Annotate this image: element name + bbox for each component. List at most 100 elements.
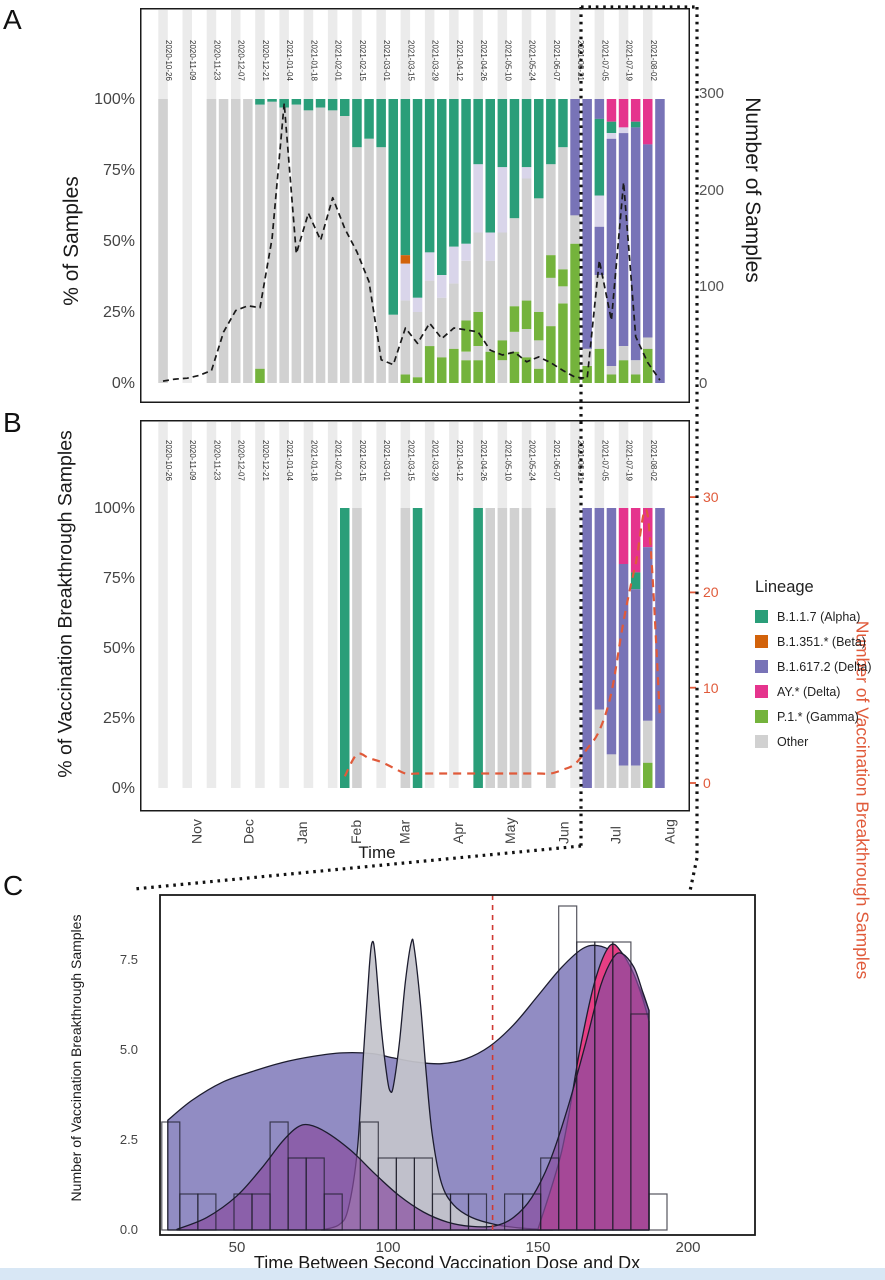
svg-text:2020-11-09: 2020-11-09 [188, 40, 197, 81]
svg-text:2021-01-18: 2021-01-18 [309, 440, 318, 481]
panel-a-y2tick-300: 300 [699, 85, 725, 102]
lineage-legend: Lineage B.1.1.7 (Alpha) B.1.351.* (Beta)… [755, 578, 883, 754]
panel-a-chart: 2020-10-26 2020-11-09 2020-11-23 2020-12-07… [140, 8, 690, 403]
svg-text:Mar: Mar [396, 820, 412, 844]
panel-a-ytick-25: 25% [102, 304, 135, 321]
panel-c-ytick-5-0: 5.0 [119, 1042, 138, 1057]
gamma-swatch-icon [755, 710, 768, 723]
svg-text:2020-12-07: 2020-12-07 [237, 40, 246, 81]
panel-b-label: B [3, 407, 22, 438]
svg-text:2021-06-21: 2021-06-21 [576, 40, 585, 81]
svg-text:2020-12-07: 2020-12-07 [237, 440, 246, 481]
svg-text:Aug: Aug [661, 819, 677, 844]
legend-item-delta: B.1.617.2 (Delta) [755, 654, 883, 679]
panel-c-chart [159, 894, 756, 1236]
svg-text:2021-02-15: 2021-02-15 [358, 440, 367, 481]
panel-b-y2tick-0: 0 [703, 775, 711, 791]
svg-text:2021-07-19: 2021-07-19 [625, 440, 634, 481]
panel-a-y-axis-title: % of Samples [60, 176, 83, 306]
ay-swatch-icon [755, 685, 768, 698]
svg-text:2021-01-04: 2021-01-04 [285, 440, 294, 481]
panel-a-ytick-100: 100% [94, 91, 135, 108]
legend-item-alpha: B.1.1.7 (Alpha) [755, 604, 883, 629]
alpha-swatch-icon [755, 610, 768, 623]
svg-text:2021-07-05: 2021-07-05 [600, 40, 609, 81]
legend-item-ay: AY.* (Delta) [755, 679, 883, 704]
panel-b-y2tick-10: 10 [703, 680, 719, 696]
svg-text:2021-05-10: 2021-05-10 [503, 440, 512, 481]
legend-item-other: Other [755, 729, 883, 754]
svg-text:2020-11-23: 2020-11-23 [213, 40, 222, 81]
panel-c-xtick-200: 200 [675, 1239, 701, 1256]
panel-b-ytick-100: 100% [94, 500, 135, 517]
svg-text:2021-05-10: 2021-05-10 [503, 40, 512, 81]
svg-text:Dec: Dec [241, 819, 257, 844]
panel-c-ytick-0-0: 0.0 [119, 1222, 138, 1237]
svg-text:Apr: Apr [450, 822, 466, 844]
svg-text:2021-08-02: 2021-08-02 [649, 440, 658, 481]
panel-c-xtick-50: 50 [228, 1239, 246, 1256]
svg-text:Nov: Nov [189, 819, 205, 844]
delta-swatch-icon [755, 660, 768, 673]
panel-b-y-axis-title: % of Vaccination Breakthrough Samples [54, 430, 77, 778]
svg-text:2021-03-15: 2021-03-15 [406, 40, 415, 81]
other-swatch-icon [755, 735, 768, 748]
panel-b-y2tick-30: 30 [703, 489, 719, 505]
panel-a-ytick-0: 0% [111, 375, 135, 392]
panel-a-y2tick-0: 0 [699, 375, 708, 392]
panel-b-ytick-75: 75% [102, 570, 135, 587]
panel-b-ytick-0: 0% [111, 780, 135, 797]
svg-text:Feb: Feb [348, 820, 364, 844]
svg-text:2020-12-21: 2020-12-21 [261, 40, 270, 81]
svg-text:2021-04-12: 2021-04-12 [455, 440, 464, 481]
svg-text:2021-02-01: 2021-02-01 [334, 40, 343, 81]
panel-b-ytick-25: 25% [102, 710, 135, 727]
panel-c-label: C [3, 870, 24, 901]
svg-text:2021-03-29: 2021-03-29 [431, 40, 440, 81]
panel-a-y2tick-100: 100 [699, 278, 725, 295]
svg-text:2021-08-02: 2021-08-02 [649, 40, 658, 81]
svg-text:2020-10-26: 2020-10-26 [164, 40, 173, 81]
svg-text:2021-02-01: 2021-02-01 [334, 440, 343, 481]
svg-text:2021-03-01: 2021-03-01 [382, 440, 391, 481]
panel-c-ytick-2-5: 2.5 [119, 1132, 138, 1147]
svg-text:May: May [502, 818, 518, 844]
svg-text:2021-03-29: 2021-03-29 [431, 440, 440, 481]
panel-a-ytick-50: 50% [102, 233, 135, 250]
svg-text:2021-05-24: 2021-05-24 [528, 440, 537, 481]
svg-text:2021-01-04: 2021-01-04 [285, 40, 294, 81]
panel-b-chart: 2020-10-26 2020-11-09 2020-11-23 2020-12-07… [140, 420, 696, 844]
svg-text:2020-11-09: 2020-11-09 [188, 440, 197, 481]
svg-text:2021-02-15: 2021-02-15 [358, 40, 367, 81]
panel-b-y2tick-20: 20 [703, 584, 719, 600]
svg-text:Jul: Jul [608, 826, 624, 844]
panel-c-xtick-100: 100 [375, 1239, 401, 1256]
svg-text:2021-01-18: 2021-01-18 [309, 40, 318, 81]
panel-a-right-axis-title: Number of Samples [741, 97, 764, 283]
svg-text:2021-04-12: 2021-04-12 [455, 40, 464, 81]
bottom-strip [0, 1268, 885, 1280]
svg-text:2021-06-07: 2021-06-07 [552, 40, 561, 81]
panel-c-ytick-7-5: 7.5 [119, 952, 138, 967]
legend-item-beta: B.1.351.* (Beta) [755, 629, 883, 654]
svg-text:2020-11-23: 2020-11-23 [213, 440, 222, 481]
svg-text:2021-04-26: 2021-04-26 [479, 40, 488, 81]
svg-text:2020-10-26: 2020-10-26 [164, 440, 173, 481]
svg-text:Jun: Jun [556, 821, 572, 844]
panel-b-ytick-50: 50% [102, 640, 135, 657]
panel-a-ytick-75: 75% [102, 162, 135, 179]
legend-title: Lineage [755, 578, 814, 596]
svg-text:2021-03-15: 2021-03-15 [406, 440, 415, 481]
panel-c-y-axis-title: Number of Vaccination Breakthrough Sampl… [68, 914, 84, 1202]
svg-text:2020-12-21: 2020-12-21 [261, 440, 270, 481]
svg-text:2021-04-26: 2021-04-26 [479, 440, 488, 481]
svg-text:2021-03-01: 2021-03-01 [382, 40, 391, 81]
svg-text:Jan: Jan [294, 821, 310, 844]
panel-a-label: A [3, 4, 22, 35]
beta-swatch-icon [755, 635, 768, 648]
svg-text:2021-06-07: 2021-06-07 [552, 440, 561, 481]
panel-a-y2tick-200: 200 [699, 182, 725, 199]
svg-text:2021-07-19: 2021-07-19 [625, 40, 634, 81]
svg-text:2021-06-21: 2021-06-21 [576, 440, 585, 481]
